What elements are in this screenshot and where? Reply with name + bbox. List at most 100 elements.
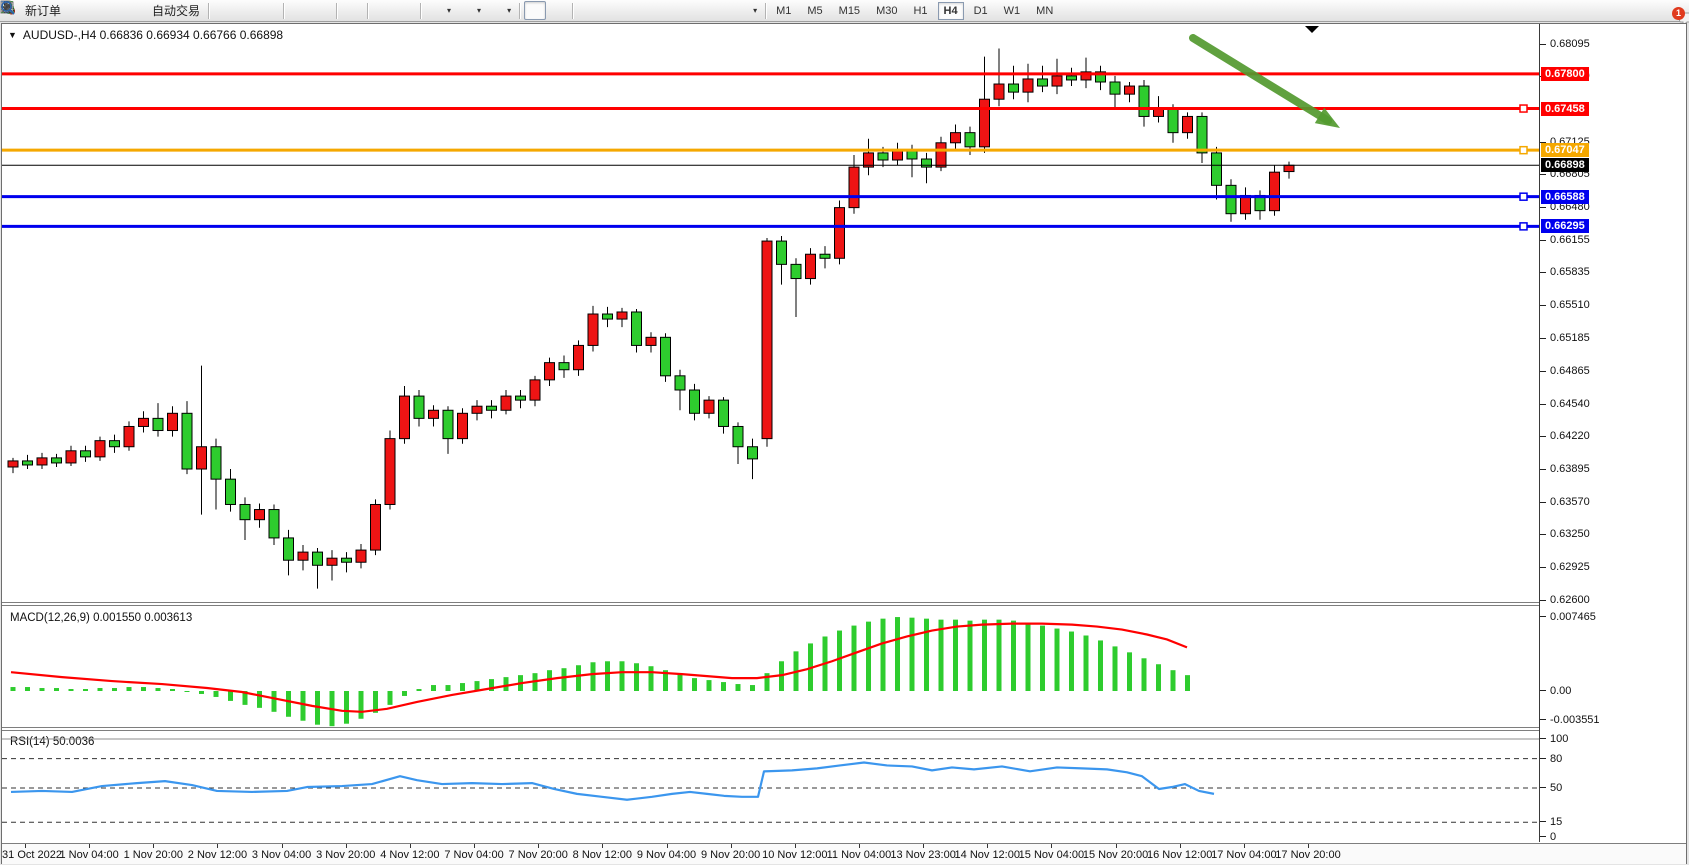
autoscroll-button[interactable] bbox=[1, 1, 394, 20]
candle bbox=[1254, 190, 1266, 220]
candle bbox=[790, 258, 802, 318]
autotrade-button[interactable]: 自动交易 bbox=[1, 0, 204, 20]
channel-tool-button[interactable]: E bbox=[0, 1, 665, 20]
periods-caret[interactable]: ▾ bbox=[477, 6, 482, 15]
timeframe-W1[interactable]: W1 bbox=[1003, 4, 1021, 17]
candle bbox=[36, 452, 48, 470]
time-label: 15 Nov 04:00 bbox=[1018, 849, 1085, 861]
time-label: 10 Nov 12:00 bbox=[762, 849, 828, 861]
macd-bar bbox=[677, 674, 683, 691]
candle bbox=[1138, 79, 1150, 127]
time-label: 9 Nov 20:00 bbox=[700, 849, 761, 861]
timeframe-M5[interactable]: M5 bbox=[807, 4, 823, 17]
zoom-in-button[interactable] bbox=[1, 1, 310, 20]
top-marker-icon bbox=[1305, 26, 1319, 33]
candle bbox=[1109, 75, 1121, 110]
macd-bar bbox=[1112, 646, 1118, 691]
trendline-tool-button[interactable] bbox=[1, 1, 643, 20]
candle bbox=[718, 397, 729, 434]
charts-window-button[interactable] bbox=[0, 1, 109, 20]
market-button[interactable] bbox=[0, 1, 87, 20]
macd-bar bbox=[1098, 640, 1103, 691]
signals-button[interactable] bbox=[0, 1, 131, 20]
timeframe-H1[interactable]: H1 bbox=[913, 4, 928, 17]
tile-windows-button[interactable] bbox=[1, 1, 363, 20]
candle bbox=[297, 545, 309, 571]
rsi-canvas[interactable] bbox=[2, 731, 1539, 842]
time-axis[interactable]: 31 Oct 2022 1 Nov 04:00 1 Nov 20:00 2 Nov 1… bbox=[2, 843, 1686, 864]
hline-handle[interactable] bbox=[1519, 192, 1528, 201]
hline-tool-button[interactable] bbox=[1, 1, 621, 20]
toolbar-separator bbox=[420, 2, 422, 19]
toolbar-separator bbox=[283, 2, 285, 19]
hline-handle[interactable] bbox=[1519, 145, 1528, 155]
hline-handle[interactable] bbox=[1519, 222, 1528, 231]
macd-bar bbox=[503, 677, 509, 691]
macd-bar bbox=[692, 678, 697, 691]
shapes-caret[interactable]: ▾ bbox=[753, 6, 758, 15]
time-label: 1 Nov 04:00 bbox=[59, 849, 119, 861]
indicators-button[interactable]: ▾ bbox=[0, 1, 455, 20]
shapes-tool-button[interactable]: ▾ bbox=[2, 1, 761, 20]
toolbar-right: 1 bbox=[1, 1, 1689, 27]
macd-bar bbox=[489, 679, 494, 691]
indicators-caret[interactable]: ▾ bbox=[447, 6, 452, 15]
tile-windows-icon bbox=[1, 1, 359, 18]
trend-arrow-line[interactable] bbox=[1189, 34, 1333, 125]
chart-shift-button[interactable] bbox=[1, 1, 416, 20]
search-icon[interactable] bbox=[1, 1, 1673, 18]
macd-canvas[interactable] bbox=[2, 606, 1539, 727]
time-label: 7 Nov 04:00 bbox=[444, 849, 504, 861]
candle bbox=[761, 238, 773, 447]
macd-bar bbox=[387, 691, 393, 705]
vline-tool-button[interactable] bbox=[6, 1, 599, 20]
price-axis[interactable]: 0.680950.677700.671250.668050.664800.661… bbox=[1540, 24, 1686, 843]
timeframe-M15[interactable]: M15 bbox=[838, 4, 861, 17]
time-label: 7 Nov 20:00 bbox=[508, 849, 568, 861]
macd-bar bbox=[358, 691, 364, 719]
macd-bar bbox=[750, 685, 755, 691]
signal-icon bbox=[0, 2, 127, 18]
candle bbox=[1051, 58, 1063, 95]
templates-caret[interactable]: ▾ bbox=[507, 6, 512, 15]
zoom-out-button[interactable] bbox=[1, 1, 332, 20]
timeframe-H4[interactable]: H4 bbox=[937, 1, 964, 20]
rsi-axis-label: 15 bbox=[1540, 816, 1562, 828]
expander-icon[interactable]: ▼ bbox=[8, 30, 17, 40]
panel-separator[interactable] bbox=[2, 727, 1686, 731]
main-chart-canvas[interactable] bbox=[2, 24, 1539, 602]
candle bbox=[819, 246, 831, 269]
time-label: 17 Nov 04:00 bbox=[1211, 849, 1277, 861]
cursor-tool-button[interactable] bbox=[4, 1, 547, 20]
periods-button[interactable]: ▾ bbox=[0, 0, 485, 20]
macd-bar bbox=[155, 688, 161, 691]
candle bbox=[950, 124, 961, 149]
label-tool-button[interactable]: T bbox=[1, 1, 731, 20]
macd-bar bbox=[634, 663, 639, 691]
macd-axis-label: 0.007465 bbox=[1540, 611, 1596, 623]
rsi-axis-label: 50 bbox=[1540, 782, 1562, 794]
timeframe-M30[interactable]: M30 bbox=[876, 4, 898, 17]
price-tick: 0.65835 bbox=[1540, 266, 1590, 279]
panel-separator[interactable] bbox=[2, 602, 1686, 606]
candle bbox=[848, 154, 860, 214]
trend-arrow-head[interactable] bbox=[1314, 107, 1340, 128]
candle bbox=[65, 445, 77, 466]
line-chart-button[interactable] bbox=[0, 1, 279, 20]
crosshair-tool-button[interactable] bbox=[1, 1, 568, 20]
hline-handle[interactable] bbox=[1519, 104, 1528, 113]
candle bbox=[834, 200, 845, 265]
timeframe-M1[interactable]: M1 bbox=[776, 4, 792, 17]
fibonacci-tool-button[interactable]: F bbox=[1, 1, 687, 20]
text-tool-button[interactable]: A bbox=[3, 1, 709, 20]
bar-chart-button[interactable] bbox=[0, 1, 235, 20]
macd-bar bbox=[242, 691, 248, 705]
candle-chart-button[interactable] bbox=[1, 1, 257, 20]
macd-signal-line bbox=[10, 622, 1188, 713]
price-tick: 0.66155 bbox=[1540, 234, 1590, 247]
timeframe-MN[interactable]: MN bbox=[1036, 4, 1054, 17]
templates-button[interactable]: ▾ bbox=[0, 1, 515, 20]
timeframe-D1[interactable]: D1 bbox=[973, 4, 988, 17]
candle bbox=[529, 375, 541, 407]
candle bbox=[196, 365, 207, 515]
